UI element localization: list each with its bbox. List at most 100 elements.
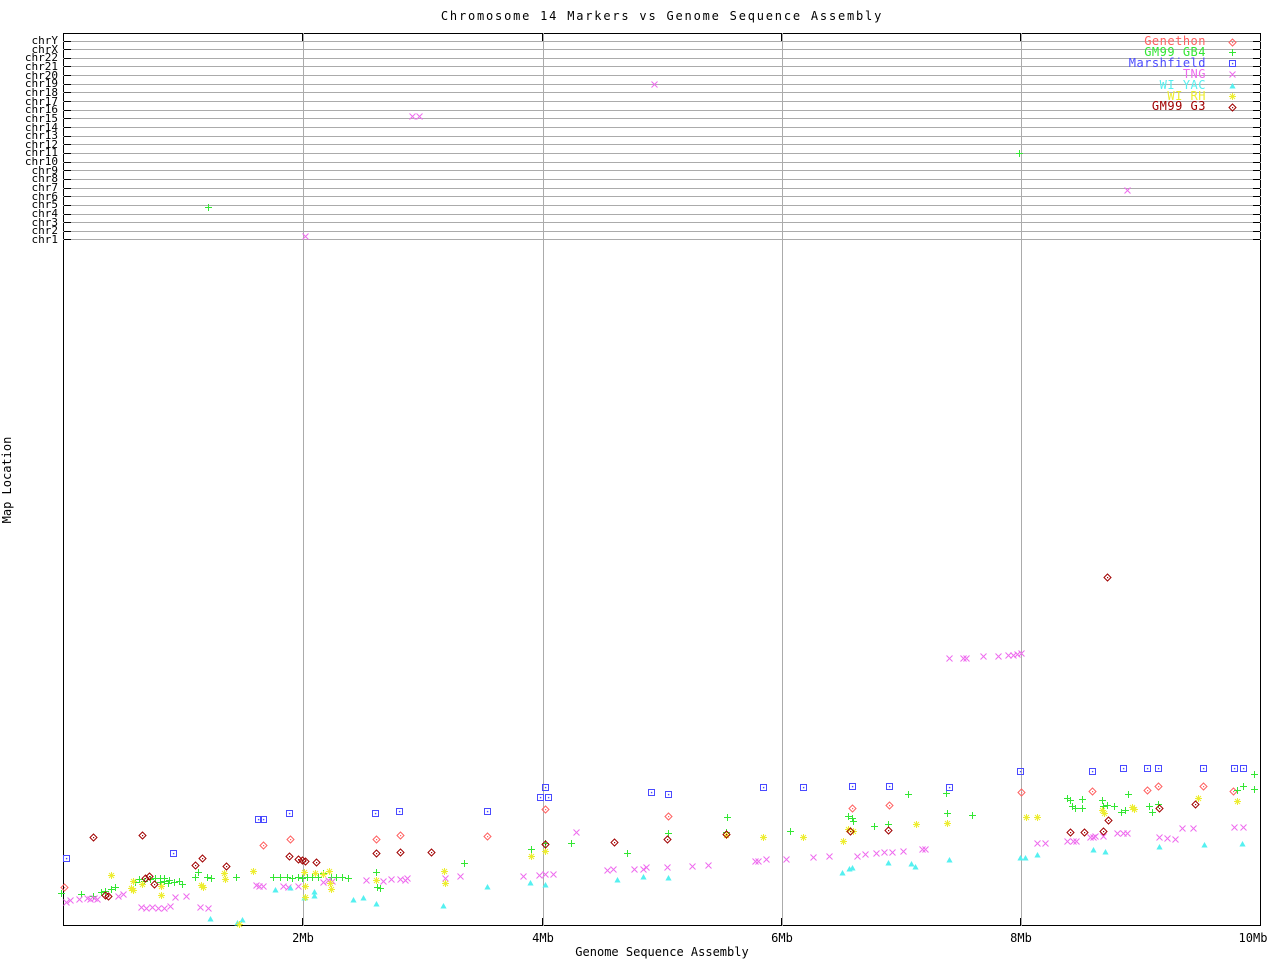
scatter-point bbox=[1065, 827, 1075, 837]
scatter-point bbox=[175, 877, 184, 886]
chromosome-gridline bbox=[63, 66, 1261, 68]
x-tick-label: 6Mb bbox=[771, 931, 793, 945]
scatter-point bbox=[285, 809, 294, 818]
scatter-point bbox=[623, 849, 632, 858]
scatter-point bbox=[721, 829, 731, 839]
scatter-point bbox=[1171, 835, 1180, 844]
scatter-point bbox=[1016, 853, 1025, 862]
scatter-point bbox=[190, 860, 200, 870]
scatter-point bbox=[359, 893, 368, 902]
scatter-point bbox=[642, 863, 651, 872]
scatter-point bbox=[979, 652, 988, 661]
scatter-point bbox=[839, 837, 848, 846]
scatter-point bbox=[1033, 839, 1042, 848]
scatter-point bbox=[1079, 827, 1089, 837]
scatter-point bbox=[1239, 823, 1248, 832]
scatter-point bbox=[111, 883, 120, 892]
scatter-point bbox=[1066, 796, 1075, 805]
scatter-point bbox=[154, 904, 163, 913]
chromosome-row-label: chr2 bbox=[31, 224, 59, 238]
scatter-point bbox=[314, 873, 323, 882]
scatter-point bbox=[1250, 770, 1259, 779]
scatter-point bbox=[609, 865, 618, 874]
scatter-point bbox=[1230, 764, 1239, 773]
legend-marker-icon bbox=[1228, 81, 1237, 90]
y-tick bbox=[64, 144, 71, 146]
chromosome-gridline bbox=[63, 144, 1261, 146]
scatter-point bbox=[395, 847, 405, 857]
x-tick bbox=[1260, 34, 1261, 41]
scatter-point bbox=[203, 873, 212, 882]
scatter-point bbox=[536, 793, 545, 802]
scatter-point bbox=[149, 879, 159, 889]
scatter-point bbox=[870, 822, 879, 831]
chromosome-gridline bbox=[63, 49, 1261, 51]
scatter-point bbox=[170, 878, 179, 887]
scatter-point bbox=[62, 898, 71, 907]
y-tick bbox=[64, 118, 71, 120]
legend-label: GM99 GB4 bbox=[1144, 44, 1206, 59]
scatter-point bbox=[269, 873, 278, 882]
scatter-point bbox=[372, 868, 381, 877]
legend-marker-icon bbox=[1227, 103, 1237, 112]
y-tick bbox=[1253, 135, 1260, 137]
scatter-point bbox=[880, 848, 889, 857]
scatter-point bbox=[1123, 186, 1132, 195]
scatter-point bbox=[57, 889, 66, 898]
scatter-point bbox=[1199, 764, 1208, 773]
chromosome-row-label: chrX bbox=[31, 42, 59, 56]
scatter-point bbox=[338, 873, 347, 882]
scatter-point bbox=[664, 829, 673, 838]
chromosome-row-label: chr19 bbox=[24, 77, 58, 91]
scatter-point bbox=[1239, 764, 1248, 773]
y-tick bbox=[64, 230, 71, 232]
y-tick bbox=[64, 239, 71, 241]
y-tick bbox=[1253, 144, 1260, 146]
scatter-point bbox=[722, 831, 731, 840]
scatter-point bbox=[1101, 847, 1110, 856]
scatter-point bbox=[1121, 806, 1130, 815]
scatter-point bbox=[1016, 787, 1026, 797]
scatter-point bbox=[362, 876, 371, 885]
scatter-point bbox=[907, 859, 916, 868]
y-tick bbox=[64, 101, 71, 103]
y-tick bbox=[64, 196, 71, 198]
scatter-point bbox=[178, 880, 187, 889]
scatter-point bbox=[1022, 813, 1031, 822]
scatter-point bbox=[395, 830, 405, 840]
scatter-point bbox=[639, 865, 648, 874]
scatter-point bbox=[688, 862, 697, 871]
x-tick-label: 2Mb bbox=[292, 931, 314, 945]
scatter-point bbox=[1148, 808, 1157, 817]
chromosome-gridline bbox=[63, 178, 1261, 180]
x-tick bbox=[781, 34, 782, 41]
scatter-point bbox=[853, 852, 862, 861]
scatter-point bbox=[107, 885, 116, 894]
chromosome-gridline bbox=[63, 101, 1261, 103]
scatter-point bbox=[664, 873, 673, 882]
scatter-point bbox=[639, 872, 648, 881]
chromosome-row-label: chr8 bbox=[31, 172, 59, 186]
scatter-point bbox=[1154, 764, 1163, 773]
scatter-point bbox=[311, 869, 320, 878]
scatter-point bbox=[258, 840, 268, 850]
scatter-point bbox=[1078, 795, 1087, 804]
scatter-point bbox=[809, 853, 818, 862]
scatter-point bbox=[943, 809, 952, 818]
scatter-point bbox=[883, 825, 893, 835]
scatter-point bbox=[541, 870, 550, 879]
chromosome-row-label: chr10 bbox=[24, 155, 58, 169]
scatter-point bbox=[204, 904, 213, 913]
scatter-point bbox=[1238, 839, 1247, 848]
scatter-point bbox=[799, 833, 808, 842]
scatter-point bbox=[609, 837, 619, 847]
scatter-point bbox=[1069, 837, 1078, 846]
scatter-point bbox=[535, 871, 544, 880]
scatter-point bbox=[799, 783, 808, 792]
scatter-point bbox=[326, 879, 335, 888]
chromosome-gridline bbox=[63, 57, 1261, 59]
scatter-point bbox=[1155, 833, 1164, 842]
scatter-point bbox=[160, 877, 169, 886]
scatter-point bbox=[286, 883, 295, 892]
scatter-point bbox=[647, 788, 656, 797]
